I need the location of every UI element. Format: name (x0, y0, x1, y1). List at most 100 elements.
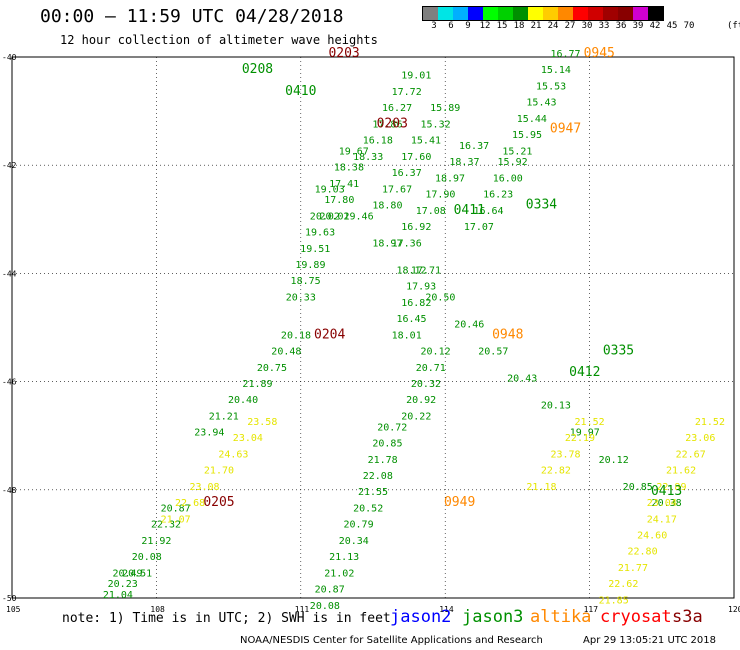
swh-value-label: 19.01 (401, 71, 431, 82)
colorscale-tick-label: 15 (496, 21, 508, 31)
swh-value-label: 19.03 (315, 184, 345, 195)
pass-time-label: 0412 (569, 365, 600, 380)
swh-value-label: 17.86 (372, 119, 402, 130)
swh-value-label: 16.82 (401, 298, 431, 309)
pass-time-label: 0334 (526, 197, 557, 212)
swh-value-label: 18.37 (449, 157, 479, 168)
swh-value-label: 19.51 (300, 244, 330, 255)
pass-time-label: 0204 (314, 327, 345, 342)
swh-value-label: 17.60 (401, 152, 431, 163)
swh-value-label: 20.40 (228, 395, 258, 406)
swh-value-label: 24.17 (647, 514, 677, 525)
swh-value-label: 17.67 (382, 184, 412, 195)
swh-value-label: 22.62 (608, 579, 638, 590)
footer-timestamp: Apr 29 13:05:21 UTC 2018 (583, 635, 716, 646)
swh-value-label: 24.63 (218, 449, 248, 460)
swh-value-label: 22.68 (175, 498, 205, 509)
footer-note: note: 1) Time is in UTC; 2) SWH is in fe… (62, 611, 391, 626)
satellite-jason3-label: jason3 (462, 607, 524, 627)
swh-value-label: 16.23 (483, 190, 513, 201)
satellite-jason2-label: jason2 (390, 607, 452, 627)
swh-value-label: 20.46 (454, 320, 484, 331)
colorscale-tick-label: 18 (513, 21, 525, 31)
swh-value-label: 20.23 (108, 579, 138, 590)
swh-value-label: 16.27 (382, 103, 412, 114)
colorscale-tick-label: 33 (598, 21, 610, 31)
swh-value-label: 21.13 (329, 552, 359, 563)
y-tick-label: -44 (2, 269, 17, 278)
swh-value-label: 22.19 (565, 433, 595, 444)
swh-value-label: 17.41 (329, 179, 359, 190)
swh-value-label: 16.77 (550, 49, 580, 60)
swh-value-label: 19.67 (339, 146, 369, 157)
colorscale-tick-label: 3 (431, 21, 437, 31)
swh-value-label: 21.77 (618, 563, 648, 574)
colorscale-swatch (588, 7, 603, 20)
swh-value-label: 20.92 (406, 395, 436, 406)
swh-value-label: 15.32 (421, 119, 451, 130)
colorscale-swatch (498, 7, 513, 20)
swh-value-label: 20.43 (507, 374, 537, 385)
pass-time-label: 0411 (454, 203, 485, 218)
colorscale-unit: (ft) (727, 21, 740, 31)
colorscale-swatch (603, 7, 618, 20)
colorscale-tick-label: 36 (615, 21, 627, 31)
y-tick-label: -46 (2, 378, 17, 387)
colorscale-tick-label: 42 (649, 21, 661, 31)
pass-time-label: 0413 (651, 484, 682, 499)
colorscale-tick-label: 27 (564, 21, 576, 31)
swh-value-label: 18.75 (291, 276, 321, 287)
pass-time-label: 0335 (603, 344, 634, 359)
swh-value-label: 16.45 (396, 314, 426, 325)
colorscale-swatch (573, 7, 588, 20)
swh-value-label: 17.36 (392, 238, 422, 249)
swh-value-label: 18.33 (353, 152, 383, 163)
colorscale-tick-label: 21 (530, 21, 542, 31)
swh-value-label: 20.18 (281, 330, 311, 341)
swh-value-label: 20.87 (161, 503, 191, 514)
swh-value-label: 21.78 (368, 455, 398, 466)
swh-value-label: 22.67 (676, 449, 706, 460)
y-tick-label: -42 (2, 161, 17, 170)
pass-time-label: 0945 (584, 46, 615, 61)
swh-value-label: 21.18 (526, 482, 556, 493)
swh-value-label: 15.43 (526, 98, 556, 109)
chart-subtitle: 12 hour collection of altimeter wave hei… (60, 33, 378, 47)
x-tick-label: 105 (6, 605, 21, 614)
swh-value-label: 15.95 (512, 130, 542, 141)
swh-value-label: 17.90 (425, 190, 455, 201)
swh-value-label: 20.22 (401, 411, 431, 422)
swh-value-label: 21.62 (666, 466, 696, 477)
swh-value-label: 16.64 (473, 206, 503, 217)
swh-value-label: 21.07 (161, 514, 191, 525)
pass-time-label: 0948 (492, 327, 523, 342)
swh-value-label: 22.89 (656, 482, 686, 493)
y-tick-label: -40 (2, 53, 17, 62)
swh-value-label: 15.44 (517, 114, 547, 125)
swh-value-label: 21.85 (599, 595, 629, 606)
swh-value-label: 22.82 (541, 466, 571, 477)
swh-value-label: 20.75 (257, 363, 287, 374)
satellite-s3a-label: s3a (672, 607, 703, 627)
pass-time-label: 0947 (550, 122, 581, 137)
colorscale-swatch (483, 7, 498, 20)
swh-value-label: 20.48 (271, 347, 301, 358)
swh-value-label: 20.72 (377, 422, 407, 433)
swh-value-label: 20.50 (425, 292, 455, 303)
colorscale-swatch (648, 7, 663, 20)
colorscale-tick-label: 9 (465, 21, 471, 31)
swh-value-label: 20.85 (372, 439, 402, 450)
pass-time-label: 0208 (242, 62, 273, 77)
swh-value-label: 15.89 (430, 103, 460, 114)
swh-value-label: 21.52 (695, 417, 725, 428)
pass-time-label: 0949 (444, 495, 475, 510)
swh-value-label: 20.52 (353, 503, 383, 514)
swh-value-label: 23.06 (685, 433, 715, 444)
swh-value-label: 17.07 (464, 222, 494, 233)
swh-value-label: 17.93 (406, 282, 436, 293)
swh-value-label: 21.70 (204, 466, 234, 477)
x-tick-label: 117 (584, 605, 599, 614)
swh-value-label: 20.02 (310, 211, 340, 222)
pass-time-label: 0203 (328, 46, 359, 61)
swh-value-label: 15.14 (541, 65, 571, 76)
